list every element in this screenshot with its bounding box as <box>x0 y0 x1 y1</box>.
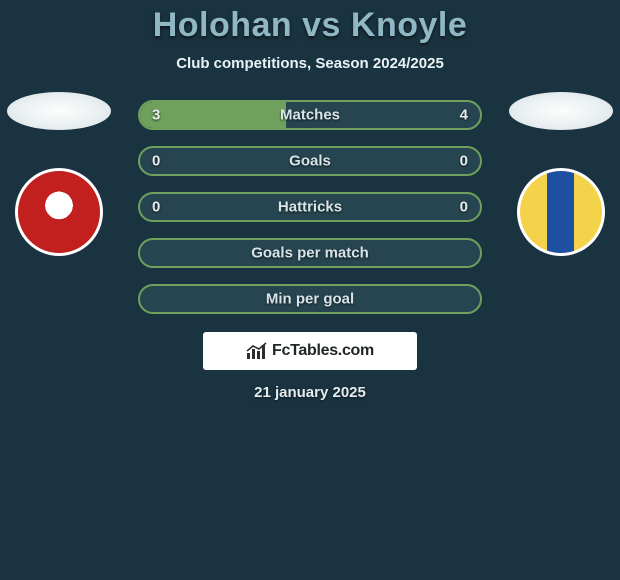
stat-row-matches: 3 4 Matches <box>138 100 482 130</box>
brand-badge: FcTables.com <box>203 332 417 370</box>
page-subtitle: Club competitions, Season 2024/2025 <box>0 55 620 72</box>
date-text: 21 january 2025 <box>0 384 620 401</box>
club-badge-right <box>517 168 605 256</box>
stat-label: Matches <box>280 107 340 124</box>
player-right-photo <box>509 92 613 130</box>
stat-bars: 3 4 Matches 0 0 Goals 0 0 Hattricks Goals per mat… <box>138 100 482 314</box>
stat-value-left: 0 <box>152 199 160 216</box>
stat-value-left: 3 <box>152 107 160 124</box>
stat-label: Goals per match <box>251 245 369 262</box>
comparison-content: 3 4 Matches 0 0 Goals 0 0 Hattricks Goals per mat… <box>0 100 620 401</box>
stat-row-hattricks: 0 0 Hattricks <box>138 192 482 222</box>
stat-label: Goals <box>289 153 331 170</box>
brand-text: FcTables.com <box>272 342 374 360</box>
brand-chart-icon <box>246 342 268 360</box>
stat-value-right: 0 <box>460 153 468 170</box>
stat-row-goals: 0 0 Goals <box>138 146 482 176</box>
stat-value-left: 0 <box>152 153 160 170</box>
page-title: Holohan vs Knoyle <box>0 6 620 45</box>
stat-value-right: 0 <box>460 199 468 216</box>
player-left-column <box>4 92 114 256</box>
stat-row-min-per-goal: Min per goal <box>138 284 482 314</box>
stat-fill-left <box>140 102 286 128</box>
stat-label: Hattricks <box>278 199 342 216</box>
player-left-photo <box>7 92 111 130</box>
stat-row-goals-per-match: Goals per match <box>138 238 482 268</box>
stat-label: Min per goal <box>266 291 354 308</box>
club-badge-left <box>15 168 103 256</box>
player-right-column <box>506 92 616 256</box>
stat-value-right: 4 <box>460 107 468 124</box>
